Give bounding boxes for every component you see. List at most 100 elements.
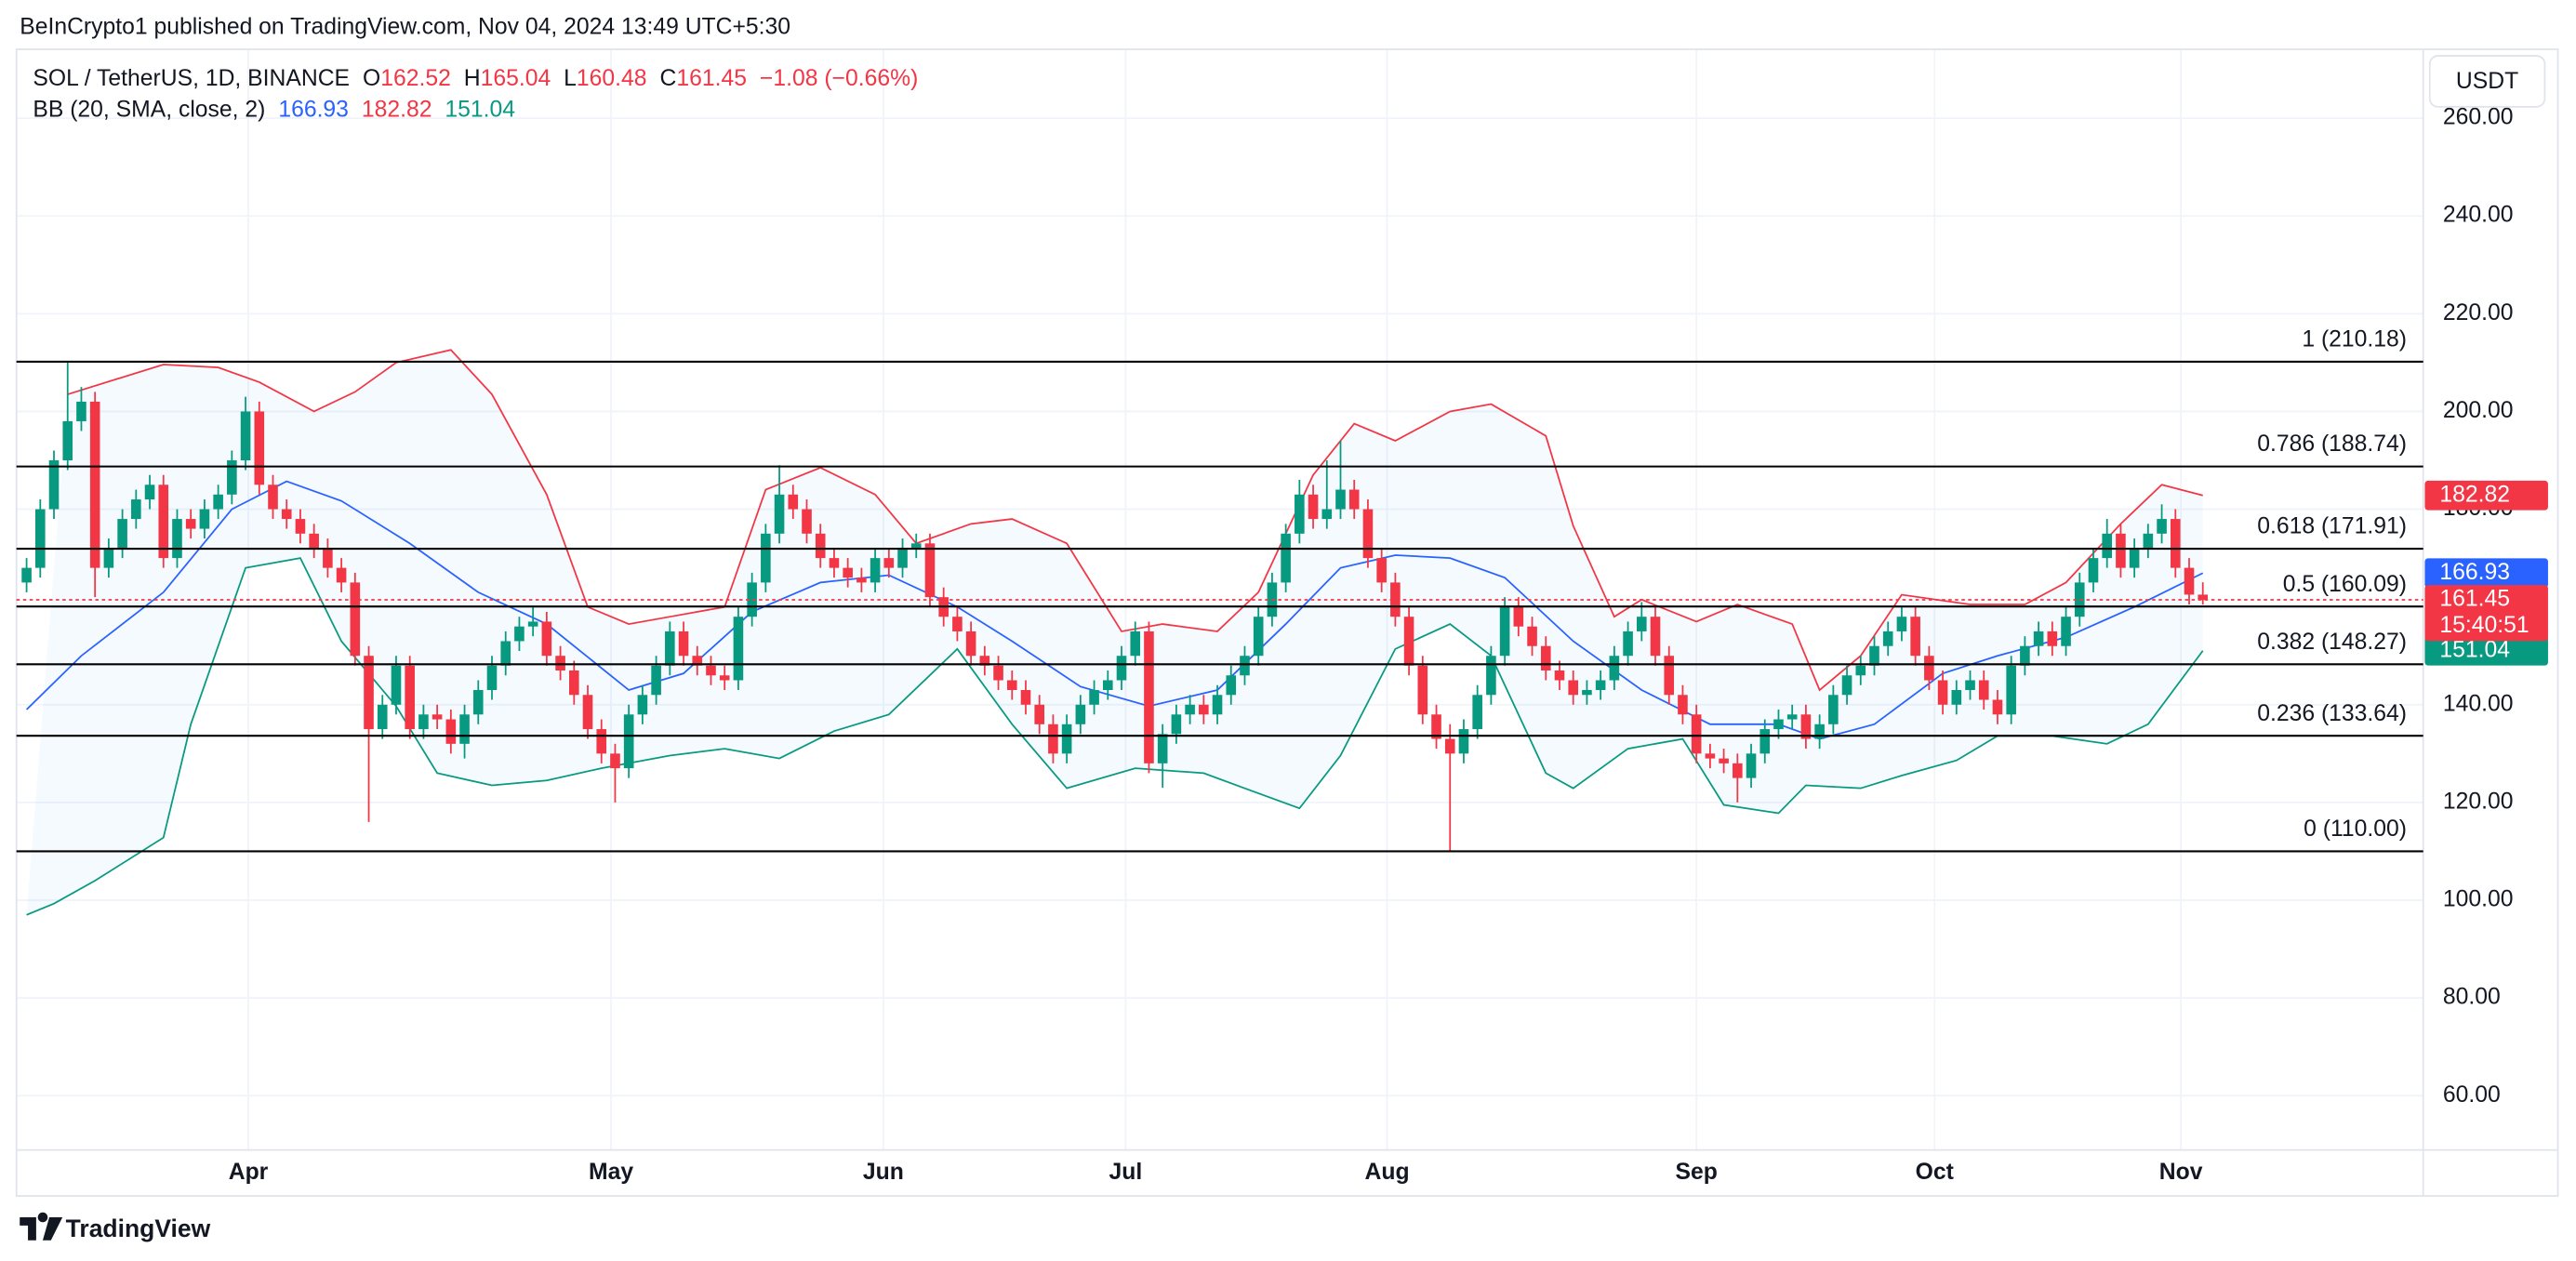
candle-body [1773,719,1784,730]
candle-body [350,582,361,657]
candle-body [76,401,86,421]
candle-body [486,665,498,691]
candle-body [924,543,936,598]
candle-body [1937,680,1948,705]
candle-body [788,494,799,510]
last-price-tag-box [2424,585,2548,642]
fib-label: 0.382 (148.27) [2257,630,2407,655]
candle-body [883,558,895,568]
candle-body [1417,665,1428,715]
candle-body [719,675,730,681]
candle-body [870,558,881,583]
candle-body [2170,519,2181,568]
candle-body [103,548,114,568]
symbol-legend: SOL / TetherUS, 1D, BINANCE O162.52 H165… [33,65,918,90]
basis-tag-label: 166.93 [2439,560,2510,585]
y-tick-label: 260.00 [2443,105,2514,130]
candle-body [1199,704,1209,715]
candle-body [418,714,429,730]
candle-body [377,704,388,730]
candle-body [199,509,210,529]
candle-body [2006,665,2016,715]
candle-body [35,509,46,568]
currency-button[interactable]: USDT [2428,55,2546,108]
grid-layer [16,48,2423,1150]
candle-body [1965,680,1975,691]
candle-body [1431,714,1441,739]
tradingview-logo: TradingView [20,1212,211,1242]
candle-body [706,665,716,676]
candle-body [856,577,867,583]
candle-body [1978,680,1989,700]
currency-button-box[interactable] [2428,55,2546,108]
candle-body [1595,680,1606,691]
candle-body [1828,695,1839,724]
candle-body [1746,753,1757,778]
candle-body [1444,738,1455,754]
fib-label: 1 (210.18) [2302,327,2407,352]
candle-body [623,714,634,769]
basis-tag-box [2424,558,2548,589]
candle-body [1691,714,1702,754]
candle-body [1800,714,1812,739]
candle-body [2033,630,2044,646]
x-tick-label: Jul [1109,1160,1143,1185]
candle-body [1458,729,1469,754]
candle-body [144,484,155,500]
fib-label: 0.618 (171.91) [2257,514,2407,539]
candle-body [1882,630,1893,646]
candle-body [1240,656,1250,676]
lower-tag-box [2424,635,2548,666]
candle-body [185,519,196,529]
candle-body [1513,606,1524,627]
candle-body [2116,533,2126,568]
candle-body [651,665,661,696]
candle-body [1814,723,1825,739]
candle-body [323,548,333,568]
candle-body [1472,695,1482,730]
candle-body [1061,723,1072,754]
candle-body [117,519,127,549]
candle-body [555,656,565,670]
candle-body [747,582,757,617]
y-tick-label: 60.00 [2443,1082,2501,1108]
candle-body [1171,714,1182,735]
band-line [67,349,2203,692]
candle-body [432,714,443,720]
candle-body [527,621,538,627]
candle-body [1308,494,1319,520]
candle-body [500,641,511,666]
candle-body [158,484,169,559]
candle-body [665,630,675,666]
candle-body [541,621,552,657]
candle-body [131,499,141,520]
candle-body [610,753,620,769]
candle-body [1869,645,1879,666]
candle-body [761,533,771,583]
y-tick-label: 100.00 [2443,887,2514,912]
fib-label: 0 (110.00) [2304,816,2407,842]
candle-body [1499,606,1510,657]
candle-body [1924,656,1934,681]
candle-body [364,656,374,730]
candle-body [1390,582,1401,617]
candle-body [897,548,908,568]
candle-body [1321,509,1333,520]
x-tick-label: Sep [1675,1160,1717,1185]
open-value: 162.52 [380,65,451,90]
candle-body [514,626,524,642]
currency-label[interactable]: USDT [2456,69,2518,94]
low-label: L [564,65,577,90]
candle-body [569,670,579,696]
candle-body [1102,680,1113,691]
candle-body [1759,729,1771,754]
candle-body [993,665,1003,681]
candle-body [2143,533,2154,549]
candle-body [910,543,922,549]
upper-tag-box [2424,480,2548,511]
indicator-legend: BB (20, SMA, close, 2) 166.93 182.82 151… [33,97,515,122]
candle-body [2020,645,2030,666]
candle-body [89,401,100,568]
